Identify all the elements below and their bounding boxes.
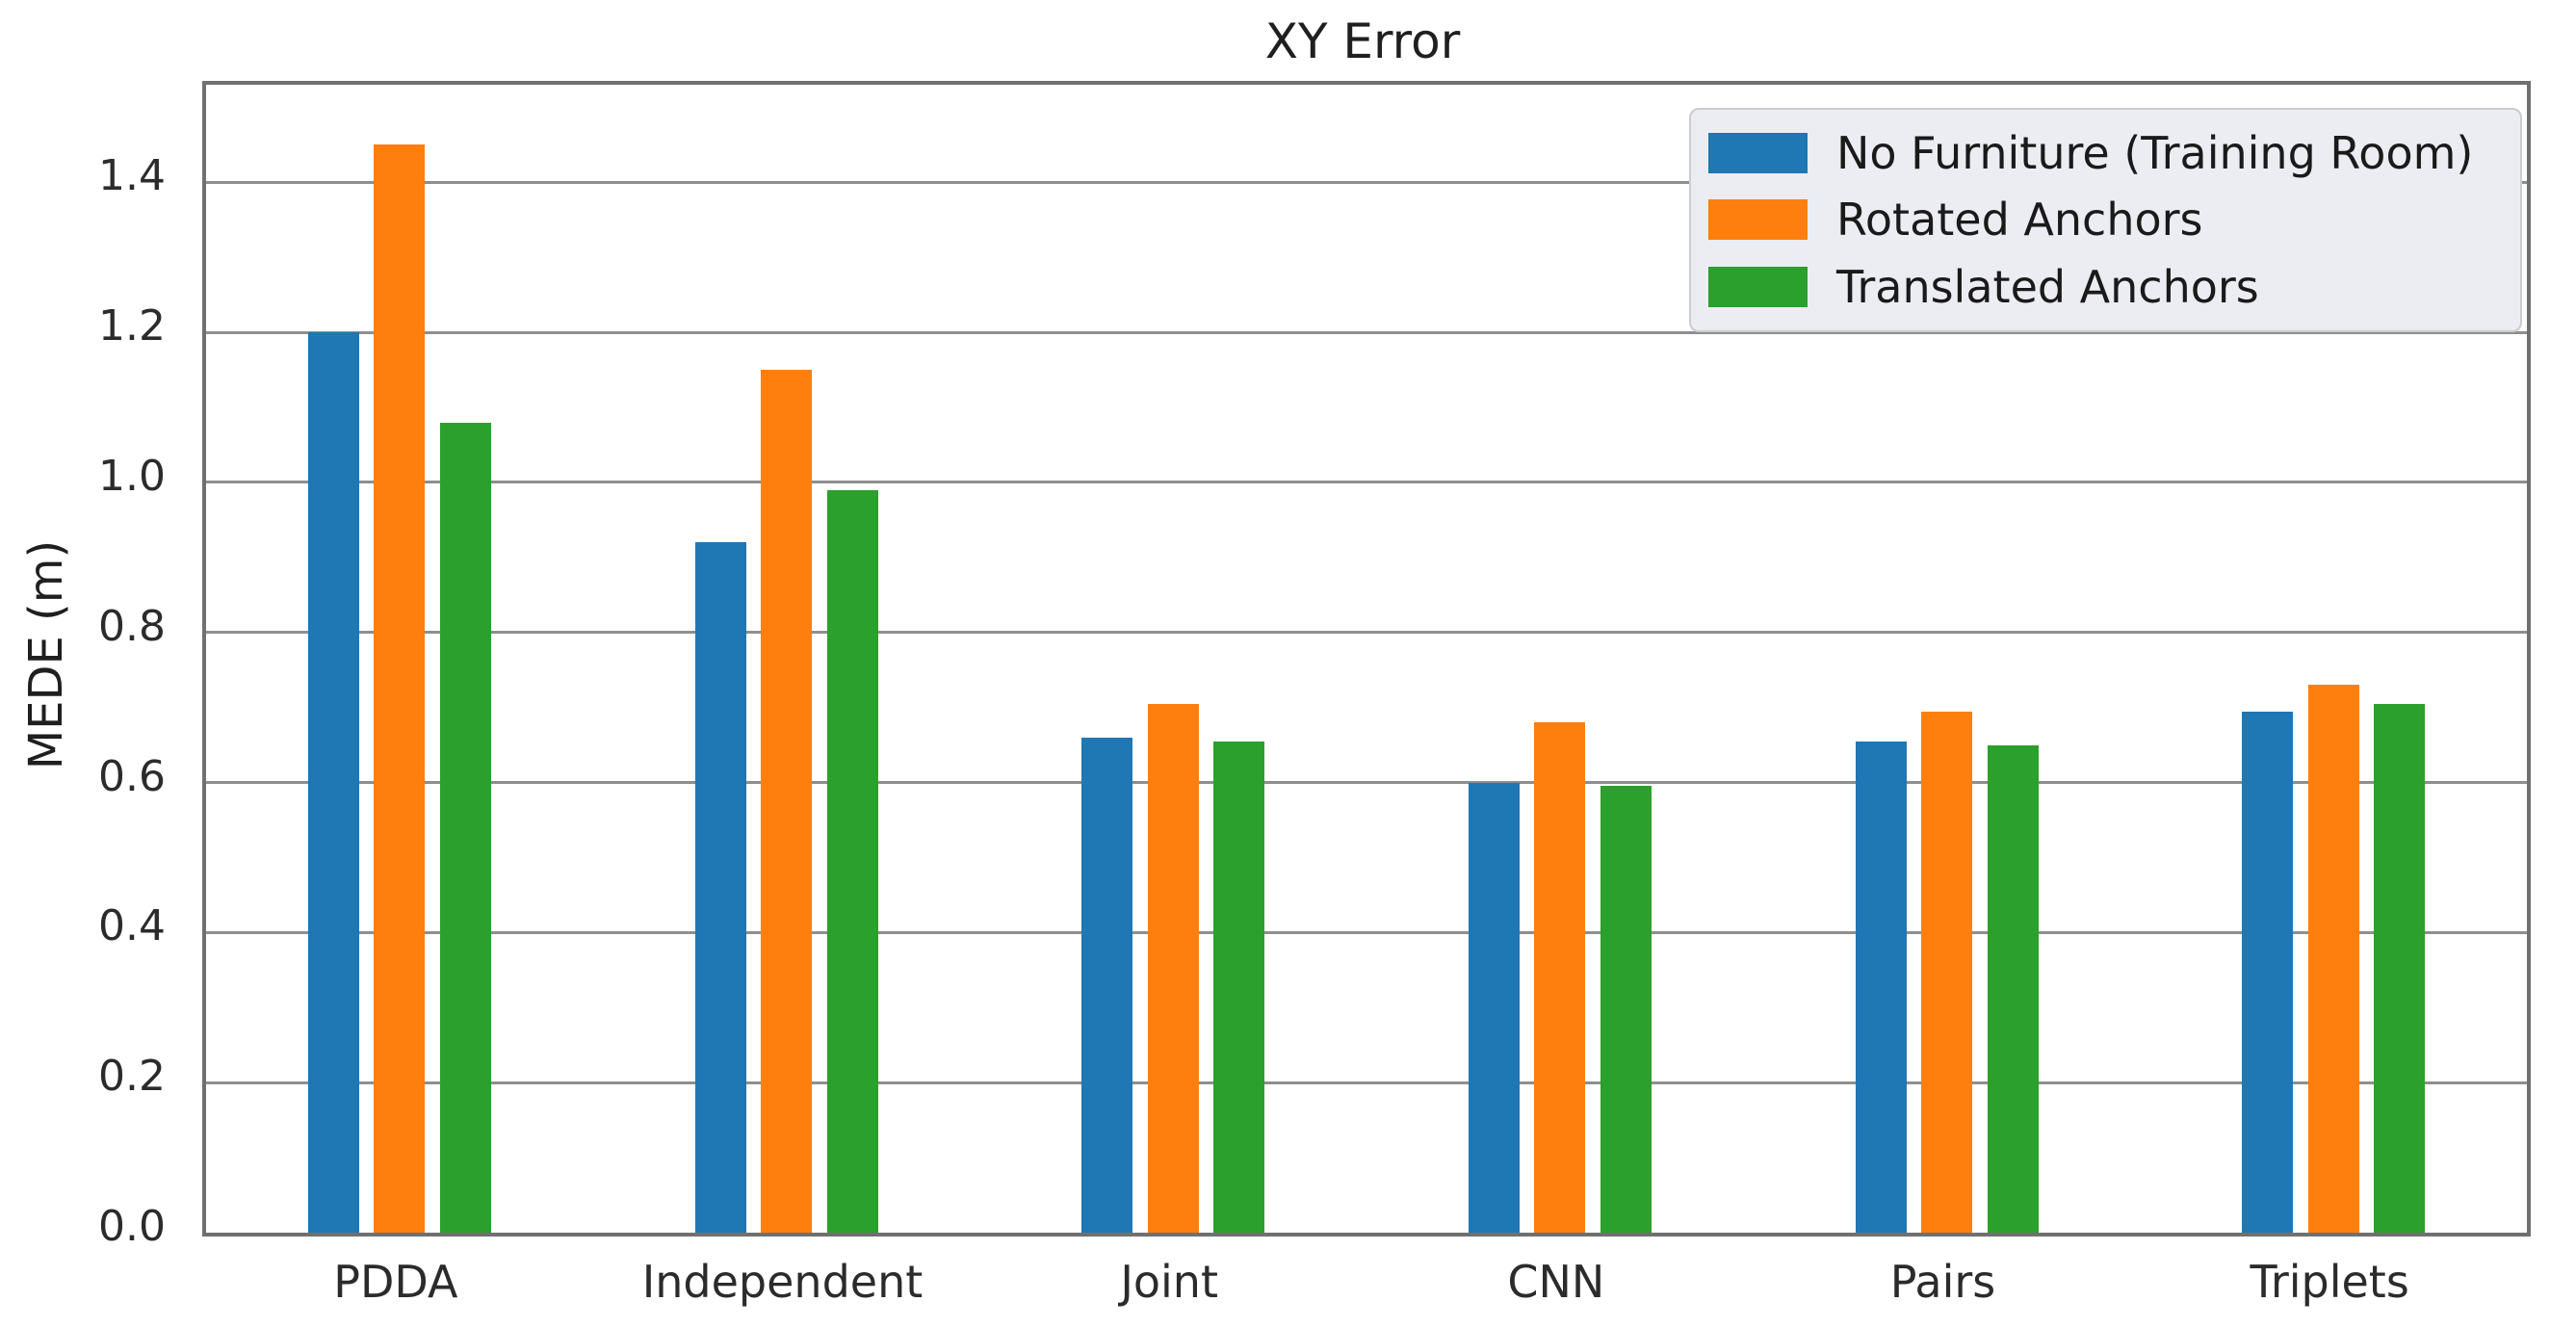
legend-item-label: No Furniture (Training Room) <box>1836 126 2474 179</box>
y-tick-label: 1.2 <box>98 301 166 352</box>
y-tick-label: 0.6 <box>98 751 166 801</box>
bar <box>2374 703 2426 1233</box>
y-tick-label: 0.0 <box>98 1202 166 1251</box>
bar <box>1921 711 1972 1233</box>
y-tick-label: 1.4 <box>98 151 166 201</box>
bar <box>1987 744 2039 1233</box>
bar <box>1534 722 1586 1233</box>
bar <box>2242 711 2294 1233</box>
bar <box>1468 782 1520 1233</box>
legend-item: No Furniture (Training Room) <box>1708 127 2503 179</box>
x-tick-label: Triplets <box>2250 1256 2409 1308</box>
chart-title: XY Error <box>1264 13 1461 69</box>
legend-swatch <box>1708 267 1808 308</box>
y-axis-label: MEDE (m) <box>19 539 73 770</box>
bar <box>307 332 359 1233</box>
bar <box>1081 737 1133 1233</box>
y-tick-label: 0.2 <box>98 1052 166 1102</box>
legend: No Furniture (Training Room) Rotated Anch… <box>1689 108 2522 332</box>
bar <box>1600 786 1652 1233</box>
legend-swatch <box>1708 199 1808 241</box>
y-tick-label: 0.4 <box>98 901 166 951</box>
bar <box>2307 685 2359 1233</box>
bar <box>1147 703 1199 1233</box>
legend-item: Rotated Anchors <box>1708 194 2503 246</box>
legend-item-label: Translated Anchors <box>1836 261 2259 314</box>
x-tick-label: Joint <box>1120 1256 1218 1308</box>
y-tick-label: 1.0 <box>98 451 166 501</box>
bar <box>826 489 878 1233</box>
gridline <box>206 481 2527 484</box>
bar <box>374 144 426 1233</box>
gridline <box>206 781 2527 785</box>
legend-swatch <box>1708 132 1808 173</box>
x-tick-label: PDDA <box>333 1256 458 1308</box>
y-tick-label: 0.8 <box>98 601 166 651</box>
bar <box>1213 741 1265 1233</box>
gridline <box>206 930 2527 934</box>
gridline <box>206 330 2527 334</box>
bar <box>694 542 746 1233</box>
bar <box>439 422 491 1233</box>
gridline <box>206 1081 2527 1084</box>
x-tick-label: Pairs <box>1889 1256 1996 1308</box>
gridline <box>206 631 2527 635</box>
x-tick-label: Independent <box>641 1256 924 1308</box>
x-tick-label: CNN <box>1507 1256 1605 1308</box>
bar <box>761 370 812 1233</box>
gridline <box>206 180 2527 184</box>
legend-item-label: Rotated Anchors <box>1836 194 2203 247</box>
bar <box>1855 741 1907 1233</box>
legend-item: Translated Anchors <box>1708 261 2503 313</box>
